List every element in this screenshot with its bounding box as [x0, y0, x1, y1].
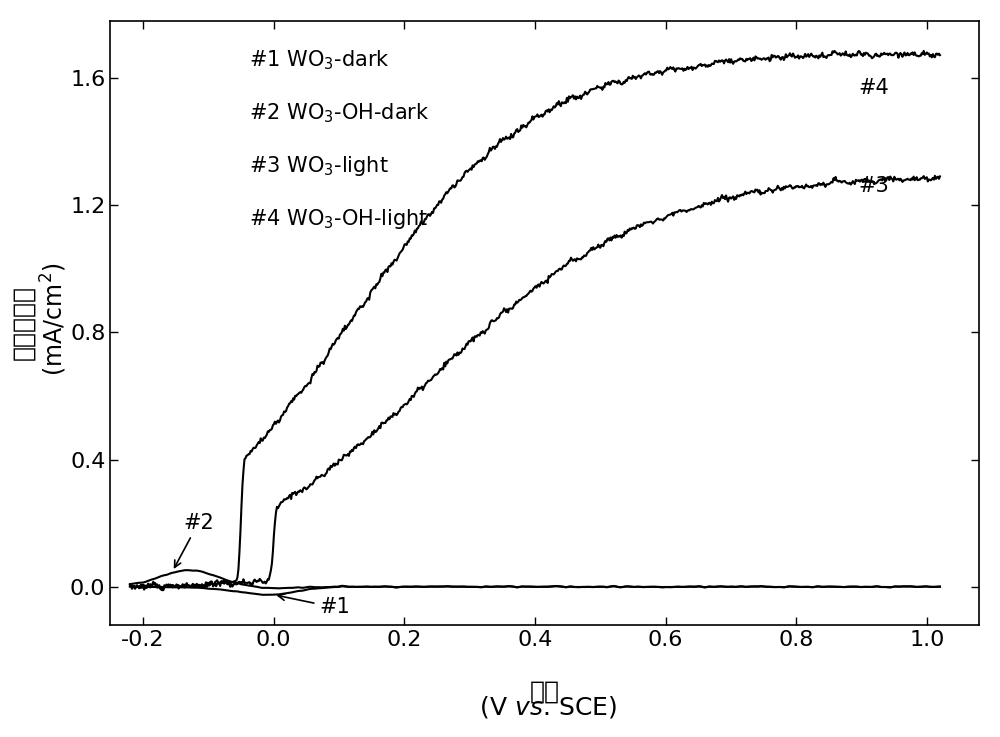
Text: #4: #4	[858, 77, 889, 97]
Text: #2 WO$_3$-OH-dark: #2 WO$_3$-OH-dark	[249, 101, 430, 125]
Text: (mA/cm$^2$): (mA/cm$^2$)	[39, 262, 69, 383]
Text: #3 WO$_3$-light: #3 WO$_3$-light	[249, 154, 389, 178]
Text: #3: #3	[858, 176, 889, 196]
Text: #4 WO$_3$-OH-light: #4 WO$_3$-OH-light	[249, 208, 429, 231]
Text: #1 WO$_3$-dark: #1 WO$_3$-dark	[249, 48, 390, 71]
Text: (V $\it{vs}$. SCE): (V $\it{vs}$. SCE)	[472, 694, 617, 720]
Text: #2: #2	[175, 513, 214, 567]
Text: #1: #1	[278, 594, 350, 618]
Text: 光电流密度: 光电流密度	[11, 285, 35, 360]
Text: 电位: 电位	[530, 680, 560, 703]
